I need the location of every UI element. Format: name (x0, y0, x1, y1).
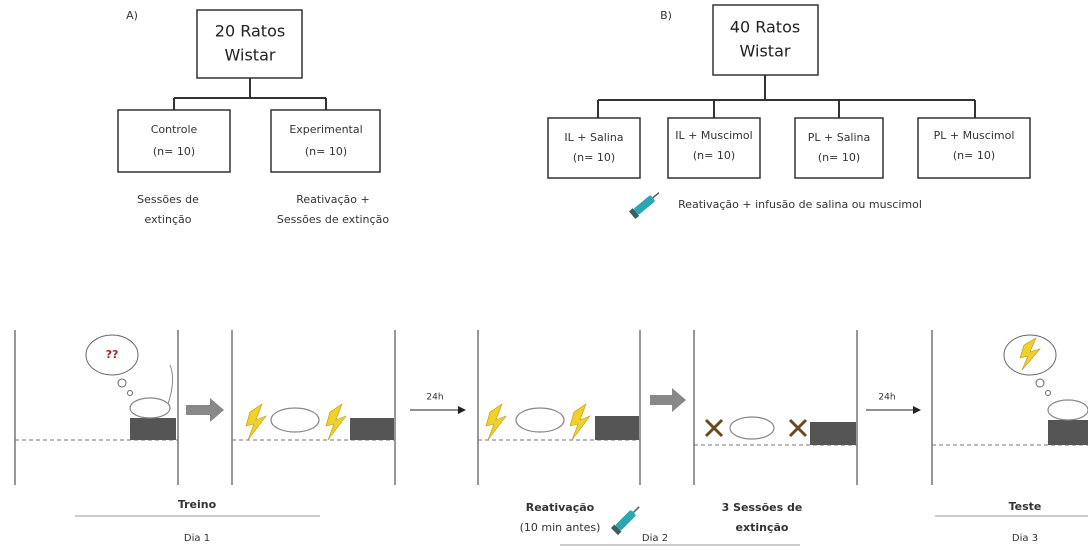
tree-lines (174, 78, 326, 110)
root-text: 40 Ratos (730, 18, 800, 37)
group-n: (n= 10) (818, 151, 860, 164)
rat-icon (516, 408, 564, 432)
day-label: Dia 2 (642, 533, 668, 544)
group-n: (n= 10) (573, 151, 615, 164)
block-arrow (650, 388, 686, 412)
group-n: (n= 10) (153, 145, 195, 158)
procedure: extinção (145, 213, 192, 226)
group-box (795, 118, 883, 178)
procedure: Sessões de (137, 193, 199, 206)
procedure: Reativação + (296, 193, 370, 206)
timeline: ?? 24h 24h Treino Dia 1 Reativação (10 m… (15, 330, 1088, 545)
shape (653, 193, 659, 198)
rat-icon (1048, 400, 1088, 420)
shape (810, 422, 856, 445)
root-box (713, 5, 818, 75)
step-label: Reativação (526, 501, 595, 514)
shock-icon (326, 404, 346, 440)
no-shock-icon (790, 420, 806, 436)
root-text: Wistar (225, 46, 276, 65)
group-box (548, 118, 640, 178)
group-n: (n= 10) (305, 145, 347, 158)
thought-text: ?? (106, 348, 119, 361)
arrow-label: 24h (878, 393, 895, 403)
step-label: extinção (736, 521, 789, 534)
root-box (197, 10, 302, 78)
root-text: 20 Ratos (215, 22, 285, 41)
rat-icon (730, 417, 774, 439)
step-label: 3 Sessões de (722, 501, 803, 514)
tree-lines (598, 75, 975, 118)
panel-label: A) (126, 9, 138, 22)
shock-icon (246, 404, 266, 440)
rat-icon (130, 398, 170, 418)
no-shock-icon (706, 420, 722, 436)
day-label: Dia 3 (1012, 533, 1038, 544)
diagram: A) 20 Ratos Wistar Controle (n= 10) Expe… (0, 0, 1088, 548)
group-n: (n= 10) (953, 149, 995, 162)
arrow-label: 24h (426, 393, 443, 403)
group-name: IL + Muscimol (675, 129, 752, 142)
shape (634, 507, 640, 513)
day-label: Dia 1 (184, 533, 210, 544)
shape (1048, 420, 1088, 445)
root-text: Wistar (740, 42, 791, 61)
group-name: Controle (151, 123, 198, 136)
shape (1046, 391, 1051, 396)
shape (615, 510, 636, 531)
block-arrow (186, 398, 224, 422)
panel-b: B) 40 Ratos Wistar IL + Salina (n= 10) I… (548, 5, 1030, 219)
step-label: Treino (178, 498, 217, 511)
shape (118, 379, 126, 387)
rat-icon (271, 408, 319, 432)
syringe-icon (611, 503, 643, 535)
note: Reativação + infusão de salina ou muscim… (678, 198, 922, 211)
step-label: Teste (1009, 500, 1042, 513)
group-name: Experimental (289, 123, 362, 136)
shape (128, 391, 133, 396)
panel-a: A) 20 Ratos Wistar Controle (n= 10) Expe… (118, 9, 389, 226)
group-box (918, 118, 1030, 178)
procedure: Sessões de extinção (277, 213, 389, 226)
shock-icon (570, 404, 590, 440)
step-label: (10 min antes) (520, 521, 601, 534)
group-n: (n= 10) (693, 149, 735, 162)
syringe-icon (629, 189, 662, 219)
group-name: IL + Salina (564, 131, 623, 144)
panel-label: B) (660, 9, 672, 22)
group-name: PL + Muscimol (934, 129, 1015, 142)
shape (1036, 379, 1044, 387)
group-box (271, 110, 380, 172)
shape (633, 195, 655, 215)
shape (595, 416, 639, 440)
shape (350, 418, 394, 440)
group-name: PL + Salina (808, 131, 871, 144)
rat-tail (168, 365, 173, 404)
group-box (118, 110, 230, 172)
group-box (668, 118, 760, 178)
shape (130, 418, 176, 440)
shock-icon (486, 404, 506, 440)
